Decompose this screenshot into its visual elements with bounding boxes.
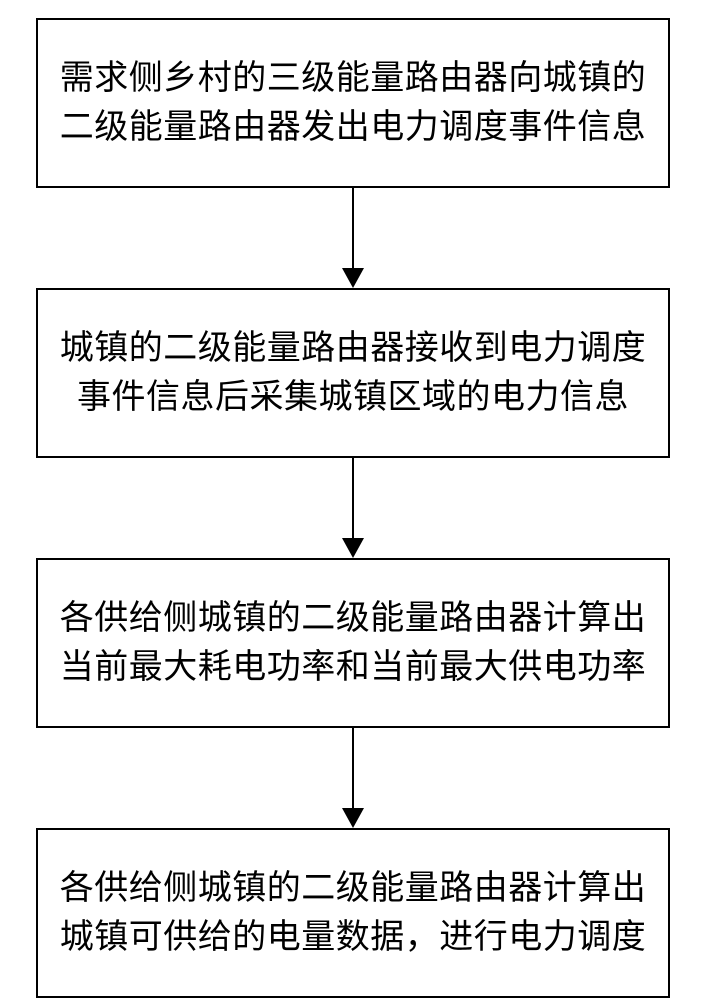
flow-step-2: 城镇的二级能量路由器接收到电力调度事件信息后采集城镇区域的电力信息 bbox=[36, 288, 670, 458]
flow-step-1-text: 需求侧乡村的三级能量路由器向城镇的二级能量路由器发出电力调度事件信息 bbox=[58, 54, 648, 153]
flow-step-3: 各供给侧城镇的二级能量路由器计算出当前最大耗电功率和当前最大供电功率 bbox=[36, 558, 670, 728]
arrow-head-2 bbox=[342, 538, 364, 558]
flow-step-4: 各供给侧城镇的二级能量路由器计算出城镇可供给的电量数据，进行电力调度 bbox=[36, 828, 670, 998]
flow-step-4-text: 各供给侧城镇的二级能量路由器计算出城镇可供给的电量数据，进行电力调度 bbox=[58, 864, 648, 963]
arrow-line-2 bbox=[352, 458, 354, 538]
flow-step-3-text: 各供给侧城镇的二级能量路由器计算出当前最大耗电功率和当前最大供电功率 bbox=[58, 594, 648, 693]
arrow-head-3 bbox=[342, 808, 364, 828]
arrow-line-3 bbox=[352, 728, 354, 808]
flowchart-container: 需求侧乡村的三级能量路由器向城镇的二级能量路由器发出电力调度事件信息 城镇的二级… bbox=[0, 0, 706, 1000]
flow-step-2-text: 城镇的二级能量路由器接收到电力调度事件信息后采集城镇区域的电力信息 bbox=[58, 324, 648, 423]
arrow-head-1 bbox=[342, 268, 364, 288]
flow-step-1: 需求侧乡村的三级能量路由器向城镇的二级能量路由器发出电力调度事件信息 bbox=[36, 18, 670, 188]
arrow-line-1 bbox=[352, 188, 354, 268]
